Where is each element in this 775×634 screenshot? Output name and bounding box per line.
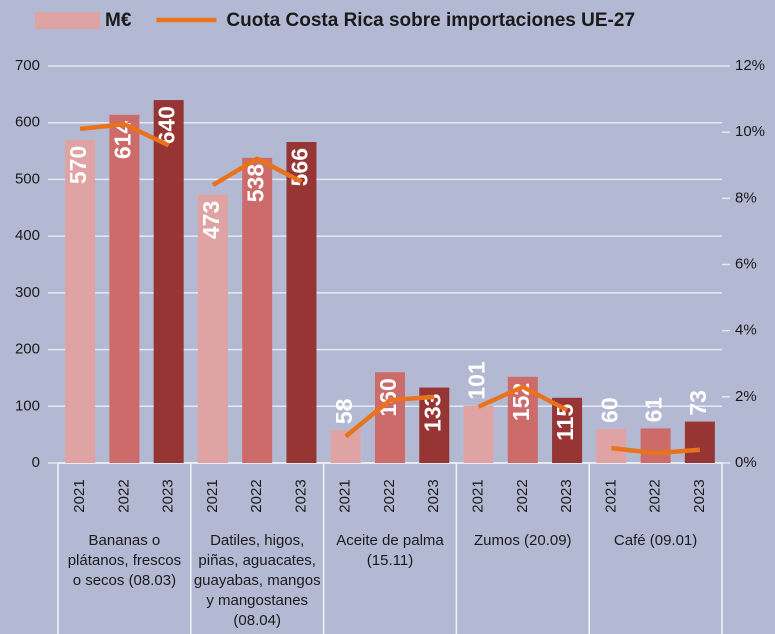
y2-tick-label: 12% <box>735 57 765 74</box>
x-tick-label: 2022 <box>514 479 531 512</box>
x-tick-label: 2021 <box>470 479 487 512</box>
y2-tick-label: 0% <box>735 454 757 471</box>
bar <box>375 372 405 463</box>
legend-label: M€ <box>105 10 132 31</box>
data-label: 101 <box>464 361 490 400</box>
legend-swatch <box>35 12 100 29</box>
line <box>211 156 303 188</box>
x-tick-label: 2023 <box>558 479 575 512</box>
group-label: piñas, aguacates, <box>198 552 316 569</box>
x-tick-label: 2022 <box>115 479 132 512</box>
line <box>477 384 569 413</box>
data-label: 73 <box>685 390 711 416</box>
x-tick-label: 2022 <box>381 479 398 512</box>
data-label: 58 <box>331 398 357 424</box>
x-tick-label: 2023 <box>425 479 442 512</box>
x-tick-label: 2021 <box>204 479 221 512</box>
group-label: Café (09.01) <box>614 532 697 549</box>
line <box>611 445 701 456</box>
group-label: Zumos (20.09) <box>474 532 572 549</box>
data-label: 60 <box>596 397 622 423</box>
y-tick-label: 700 <box>15 57 40 74</box>
x-tick-label: 2022 <box>248 479 265 512</box>
line <box>344 394 435 439</box>
bar <box>109 114 140 463</box>
group-label: plátanos, frescos <box>68 552 181 569</box>
x-tick-label: 2023 <box>292 479 309 512</box>
group-label: Bananas o <box>89 532 161 549</box>
data-label: 133 <box>419 394 445 432</box>
x-tick-label: 2022 <box>647 479 664 512</box>
x-tick-label: 2021 <box>337 479 354 512</box>
y2-tick-label: 6% <box>735 255 757 272</box>
group-label: o secos (08.03) <box>73 572 176 589</box>
y2-tick-label: 2% <box>735 388 757 405</box>
y2-tick-label: 8% <box>735 189 757 206</box>
y2-tick-label: 4% <box>735 322 757 339</box>
y-tick-label: 500 <box>15 170 40 187</box>
data-label: 473 <box>198 201 224 239</box>
bar <box>242 157 273 463</box>
legend-label: Cuota Costa Rica sobre importaciones UE-… <box>226 10 635 31</box>
y-tick-label: 400 <box>15 227 40 244</box>
bar <box>153 100 184 464</box>
data-label: 570 <box>65 146 91 184</box>
bar <box>684 421 715 463</box>
bar <box>596 428 627 463</box>
data-label: 61 <box>641 397 667 423</box>
y2-tick-label: 10% <box>735 123 765 140</box>
x-tick-label: 2021 <box>602 479 619 512</box>
bar <box>65 139 96 463</box>
data-label: 538 <box>242 164 268 203</box>
bar <box>197 194 228 463</box>
y-tick-label: 300 <box>15 284 40 301</box>
y-tick-label: 200 <box>15 341 40 358</box>
x-tick-label: 2021 <box>71 479 88 512</box>
x-tick-label: 2023 <box>160 479 177 512</box>
line <box>79 121 170 148</box>
group-label: (08.04) <box>233 612 281 629</box>
y-tick-label: 600 <box>15 114 40 131</box>
y-tick-label: 100 <box>15 397 40 414</box>
x-tick-label: 2023 <box>691 479 708 512</box>
group-label: Datiles, higos, <box>210 532 304 549</box>
group-label: y mangostanes <box>206 592 308 609</box>
group-label: guayabas, mangos <box>194 572 321 589</box>
group-label: (15.11) <box>367 552 413 569</box>
bar <box>286 141 317 464</box>
bar <box>419 387 450 463</box>
y-tick-label: 0 <box>32 454 40 471</box>
bar <box>640 428 671 463</box>
group-label: Aceite de palma <box>336 532 444 549</box>
bar <box>463 405 494 463</box>
